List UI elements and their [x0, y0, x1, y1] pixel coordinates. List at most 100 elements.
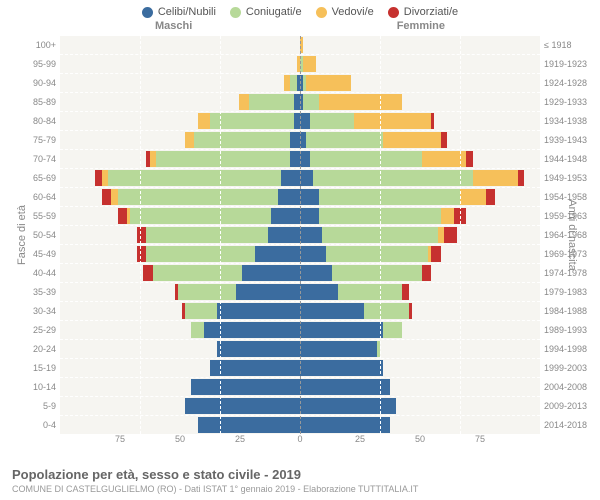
- year-tick: 1979-1983: [540, 282, 591, 301]
- age-tick: 5-9: [39, 396, 60, 415]
- year-tick: 2014-2018: [540, 415, 591, 434]
- bar-segment: [210, 113, 293, 129]
- bar-segment: [303, 94, 319, 110]
- bar-segment: [271, 208, 300, 224]
- age-tick: 65-69: [29, 169, 60, 188]
- legend-label: Coniugati/e: [246, 6, 302, 18]
- age-tick: 60-64: [29, 188, 60, 207]
- age-tick: 25-29: [29, 320, 60, 339]
- bar-segment: [466, 151, 472, 167]
- bar-segment: [300, 284, 338, 300]
- legend-item: Celibi/Nubili: [142, 6, 216, 18]
- age-tick: 100+: [32, 36, 60, 55]
- bar-segment: [146, 227, 268, 243]
- bar-segment: [185, 132, 195, 148]
- header-female: Femmine: [397, 20, 445, 32]
- year-tick: 2004-2008: [540, 377, 591, 396]
- bar-segment: [300, 189, 319, 205]
- year-tick: 1934-1938: [540, 112, 591, 131]
- bar-segment: [303, 56, 316, 72]
- age-tick: 10-14: [29, 377, 60, 396]
- bar-segment: [191, 322, 204, 338]
- bar-segment: [319, 189, 460, 205]
- age-tick: 45-49: [29, 244, 60, 263]
- year-axis: ≤ 19181919-19231924-19281929-19331934-19…: [540, 36, 600, 434]
- bar-segment: [198, 417, 300, 433]
- bar-segment: [422, 265, 432, 281]
- bar-segment: [290, 151, 300, 167]
- age-tick: 15-19: [29, 358, 60, 377]
- bar-segment: [284, 75, 290, 91]
- bar-segment: [409, 303, 412, 319]
- bar-segment: [300, 265, 332, 281]
- legend-item: Divorziati/e: [388, 6, 458, 18]
- age-tick: 70-74: [29, 150, 60, 169]
- bar-segment: [127, 208, 130, 224]
- year-tick: 1994-1998: [540, 339, 591, 358]
- center-line: [300, 36, 301, 434]
- bar-segment: [319, 94, 402, 110]
- gridline: [140, 36, 141, 434]
- bar-segment: [300, 246, 326, 262]
- bar-segment: [310, 113, 355, 129]
- gridline: [380, 36, 381, 434]
- gridline: [220, 36, 221, 434]
- bar-segment: [278, 189, 300, 205]
- bar-segment: [137, 246, 147, 262]
- bar-segment: [111, 189, 117, 205]
- bar-segment: [486, 189, 496, 205]
- bar-segment: [300, 151, 310, 167]
- footer: Popolazione per età, sesso e stato civil…: [12, 467, 588, 494]
- bar-segment: [364, 303, 409, 319]
- bar-segment: [300, 379, 390, 395]
- year-tick: 1999-2003: [540, 358, 591, 377]
- bar-segment: [383, 132, 441, 148]
- bar-segment: [326, 246, 428, 262]
- bar-segment: [300, 360, 383, 376]
- legend-swatch: [388, 7, 399, 18]
- legend: Celibi/Nubili Coniugati/e Vedovi/e Divorzia…: [0, 0, 600, 20]
- x-tick: 25: [235, 434, 245, 444]
- bar-segment: [198, 113, 211, 129]
- bar-segment: [191, 379, 300, 395]
- legend-swatch: [316, 7, 327, 18]
- bar-segment: [338, 284, 402, 300]
- age-tick: 35-39: [29, 282, 60, 301]
- bar-segment: [130, 208, 271, 224]
- pyramid-chart-container: Celibi/Nubili Coniugati/e Vedovi/e Divorzia…: [0, 0, 600, 500]
- bar-segment: [137, 227, 147, 243]
- age-tick: 95-99: [29, 55, 60, 74]
- bar-segment: [306, 132, 383, 148]
- year-tick: 1939-1943: [540, 131, 591, 150]
- bar-segment: [146, 151, 149, 167]
- x-tick: 50: [175, 434, 185, 444]
- legend-label: Vedovi/e: [332, 6, 374, 18]
- year-tick: 1944-1948: [540, 150, 591, 169]
- x-tick: 75: [115, 434, 125, 444]
- age-tick: 75-79: [29, 131, 60, 150]
- bar-segment: [249, 94, 294, 110]
- bar-segment: [300, 417, 390, 433]
- bar-segment: [185, 398, 300, 414]
- chart-area: Fasce di età Anni di nascita 100+95-9990…: [0, 36, 600, 434]
- bar-segment: [300, 398, 396, 414]
- bar-segment: [518, 170, 524, 186]
- chart-subtitle: COMUNE DI CASTELGUGLIELMO (RO) - Dati IS…: [12, 484, 588, 494]
- year-tick: 1984-1988: [540, 301, 591, 320]
- bar-segment: [281, 170, 300, 186]
- bar-segment: [313, 170, 473, 186]
- bar-segment: [441, 208, 454, 224]
- bar-segment: [156, 151, 290, 167]
- bar-segment: [431, 246, 441, 262]
- year-tick: ≤ 1918: [540, 36, 575, 55]
- bar-segment: [217, 303, 300, 319]
- bar-segment: [242, 265, 300, 281]
- age-tick: 30-34: [29, 301, 60, 320]
- legend-item: Vedovi/e: [316, 6, 374, 18]
- year-tick: 1954-1958: [540, 188, 591, 207]
- bar-segment: [102, 170, 108, 186]
- bar-segment: [255, 246, 300, 262]
- x-tick: 0: [297, 434, 302, 444]
- x-axis: 7550250255075: [120, 434, 480, 450]
- legend-label: Divorziati/e: [404, 6, 458, 18]
